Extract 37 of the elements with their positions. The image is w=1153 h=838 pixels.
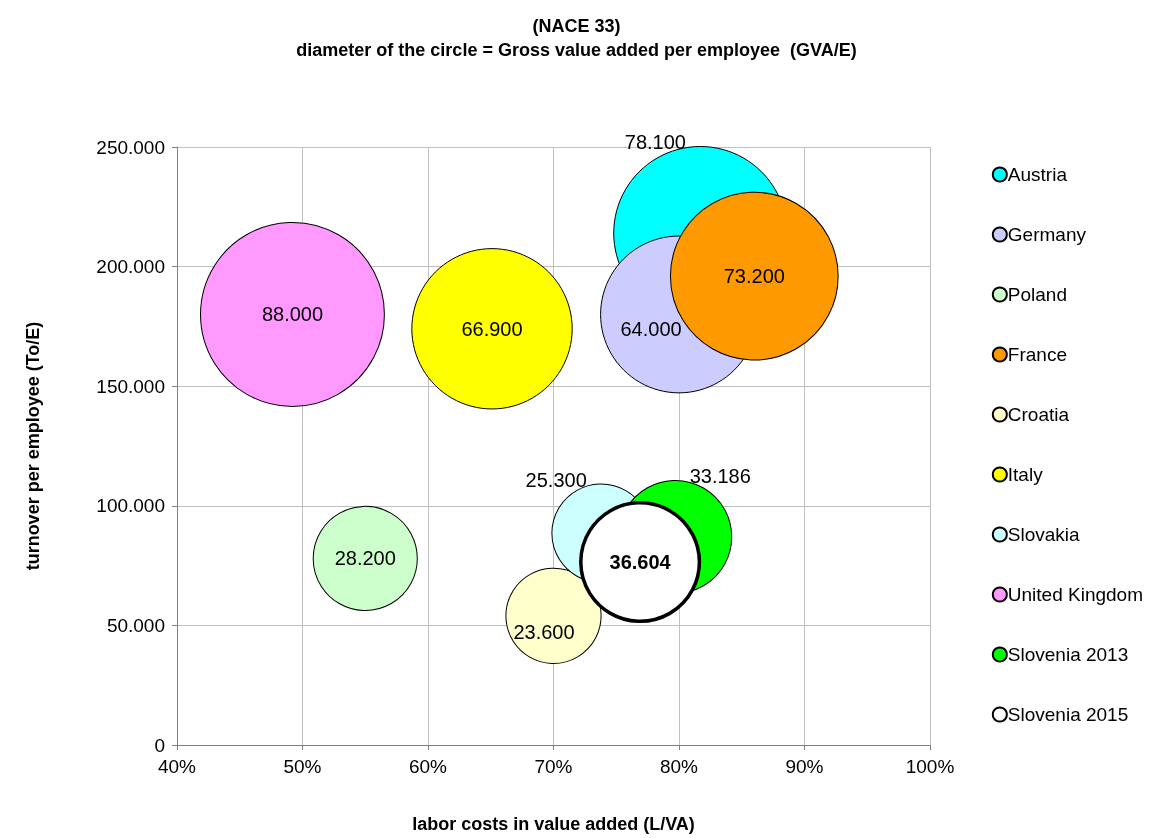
x-tick-label: 70% [534,756,573,777]
data-label: 33.186 [689,464,751,487]
chart-subtitle: diameter of the circle = Gross value added per employee (GVA/E) [296,40,857,60]
data-label: 36.604 [609,551,672,574]
y-tick-label: 50.000 [106,614,165,636]
legend-label: Slovenia 2015 [1007,704,1129,725]
y-tick-label: 100.000 [96,495,165,517]
legend-label: Germany [1007,224,1087,245]
data-label: 23.600 [513,621,575,644]
data-label: 64.000 [620,317,682,340]
x-tick-label: 60% [408,756,448,777]
x-tick-label: 80% [659,756,699,777]
data-label: 28.200 [334,547,396,570]
data-label: 78.100 [624,130,686,153]
chart-title: (NACE 33) [532,16,621,36]
x-tick-label: 50% [283,756,322,777]
data-label: 88.000 [261,303,324,326]
data-label: 66.900 [461,317,523,340]
y-axis-title: turnover per employee (To/E) [23,321,43,571]
x-tick-label: 40% [157,756,197,777]
legend-label: United Kingdom [1007,584,1144,605]
legend-label: Slovakia [1007,524,1081,545]
legend-label: Italy [1007,464,1044,485]
legend-label: Austria [1007,164,1068,185]
data-label: 25.300 [525,468,587,491]
legend-label: Slovenia 2013 [1007,644,1129,665]
x-tick-label: 90% [785,756,824,777]
legend-label: Croatia [1007,404,1070,425]
y-tick-label: 200.000 [96,256,165,278]
legend-label: France [1007,344,1067,365]
data-label: 73.200 [723,265,785,288]
y-tick-label: 150.000 [96,375,165,397]
y-tick-label: 250.000 [96,136,165,158]
y-tick-label: 0 [154,734,165,756]
x-tick-label: 100% [905,756,955,777]
x-axis-title: labor costs in value added (L/VA) [412,814,695,834]
legend-label: Poland [1007,284,1067,305]
